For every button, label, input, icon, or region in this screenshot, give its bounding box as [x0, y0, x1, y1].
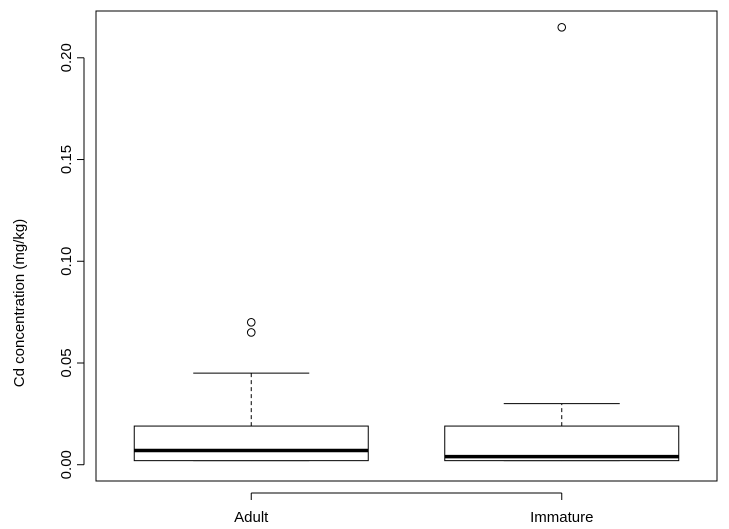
outlier-point [246, 317, 256, 327]
y-tick-label: 0.20 [58, 43, 75, 72]
outlier-point [557, 22, 567, 32]
x-tick-label: Adult [234, 509, 269, 526]
y-axis-label: Cd concentration (mg/kg) [11, 219, 28, 387]
x-axis: Adult Immature [234, 492, 593, 526]
plot-frame [95, 10, 718, 482]
y-axis: 0.00 0.05 0.10 0.15 0.20 [58, 43, 85, 479]
y-tick-label: 0.05 [58, 348, 75, 377]
y-tick-label: 0.10 [58, 247, 75, 276]
y-tick-label: 0.00 [58, 450, 75, 479]
boxes [133, 22, 680, 462]
y-tick-label: 0.15 [58, 145, 75, 174]
outlier-point [246, 328, 256, 337]
box [133, 425, 369, 462]
x-tick-label: Immature [530, 509, 593, 526]
